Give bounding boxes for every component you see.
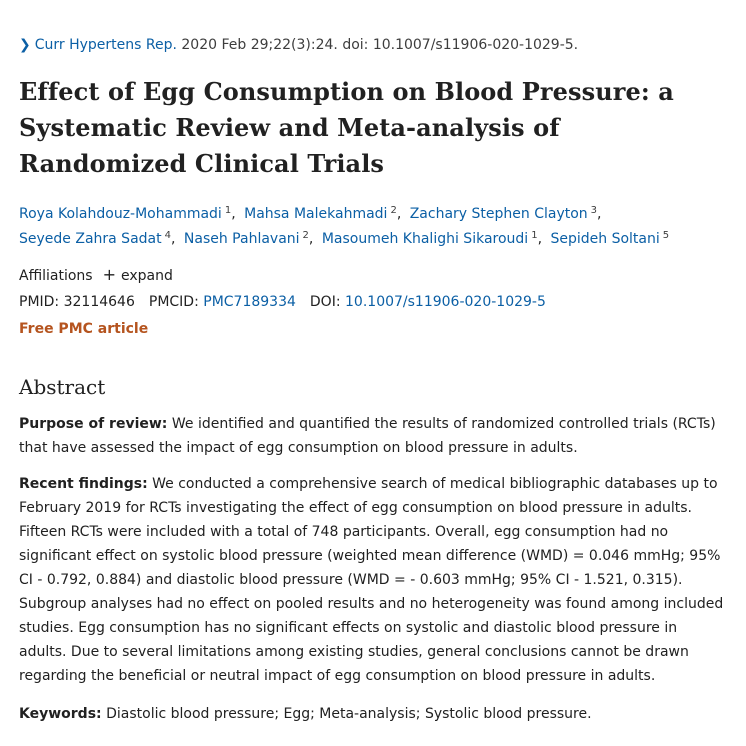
author-item: Sepideh Soltani 5 — [550, 230, 670, 248]
purpose-label: Purpose of review: — [19, 416, 168, 432]
pmid-value: 32114646 — [63, 294, 135, 310]
affiliation-ref[interactable]: 4 — [164, 230, 171, 241]
author-item: Masoumeh Khalighi Sikaroudi 1, — [321, 230, 543, 248]
author-link[interactable]: Zachary Stephen Clayton — [409, 206, 588, 222]
author-item: Naseh Pahlavani 2, — [183, 230, 314, 248]
author-link[interactable]: Masoumeh Khalighi Sikaroudi — [321, 231, 529, 247]
findings-text: We conducted a comprehensive search of m… — [19, 476, 724, 684]
author-link[interactable]: Seyede Zahra Sadat — [19, 231, 162, 247]
chevron-right-icon[interactable]: ❯ — [19, 37, 31, 53]
article-title: Effect of Egg Consumption on Blood Press… — [19, 77, 674, 178]
citation-details: 2020 Feb 29;22(3):24. doi: 10.1007/s1190… — [176, 37, 579, 53]
affiliation-ref[interactable]: 2 — [302, 230, 309, 241]
pmid-label: PMID: — [19, 294, 64, 310]
free-pmc-badge: Free PMC article — [19, 321, 149, 337]
affiliation-ref[interactable]: 2 — [390, 205, 397, 216]
findings-label: Recent findings: — [19, 476, 148, 492]
purpose-text: We identified and quantified the results… — [19, 416, 716, 456]
author-link[interactable]: Naseh Pahlavani — [183, 231, 300, 247]
expand-button[interactable]: expand — [121, 268, 173, 284]
affiliation-ref[interactable]: 1 — [224, 205, 232, 216]
keywords-label: Keywords: — [19, 706, 102, 722]
doi-label: DOI: — [309, 294, 346, 310]
pmcid-label: PMCID: — [148, 294, 204, 310]
abstract-purpose: Purpose of review: We identified and qua… — [19, 412, 729, 460]
author-item: Zachary Stephen Clayton 3, — [409, 205, 602, 223]
doi-link[interactable]: 10.1007/s11906-020-1029-5 — [345, 294, 546, 310]
author-list: Roya Kolahdouz-Mohammadi 1, Mahsa Malekah… — [19, 202, 735, 252]
author-item: Seyede Zahra Sadat 4, — [19, 230, 176, 248]
author-item: Roya Kolahdouz-Mohammadi 1, — [19, 205, 236, 223]
affiliation-ref[interactable]: 1 — [531, 230, 538, 241]
keywords-text: Diastolic blood pressure; Egg; Meta-anal… — [101, 706, 592, 722]
author-link[interactable]: Sepideh Soltani — [550, 231, 660, 247]
affiliation-ref[interactable]: 5 — [662, 230, 670, 241]
author-item: Mahsa Malekahmadi 2, — [244, 205, 402, 223]
pmcid-link[interactable]: PMC7189334 — [203, 294, 296, 310]
citation-line: ❯ Curr Hypertens Rep. 2020 Feb 29;22(3):2… — [19, 36, 578, 54]
identifiers: PMID: 32114646 PMCID: PMC7189334 DOI: 10.1… — [19, 293, 546, 311]
author-link[interactable]: Mahsa Malekahmadi — [244, 206, 388, 222]
affiliations-toggle[interactable]: Affiliations + expand — [19, 266, 173, 285]
abstract-heading: Abstract — [19, 375, 106, 399]
plus-icon[interactable]: + — [102, 265, 116, 284]
author-link[interactable]: Roya Kolahdouz-Mohammadi — [19, 206, 222, 222]
abstract-findings: Recent findings: We conducted a comprehe… — [19, 472, 729, 688]
affiliations-label: Affiliations — [19, 268, 93, 284]
keywords: Keywords: Diastolic blood pressure; Egg;… — [19, 702, 729, 726]
affiliation-ref[interactable]: 3 — [590, 205, 598, 216]
journal-link[interactable]: Curr Hypertens Rep. — [34, 37, 177, 53]
